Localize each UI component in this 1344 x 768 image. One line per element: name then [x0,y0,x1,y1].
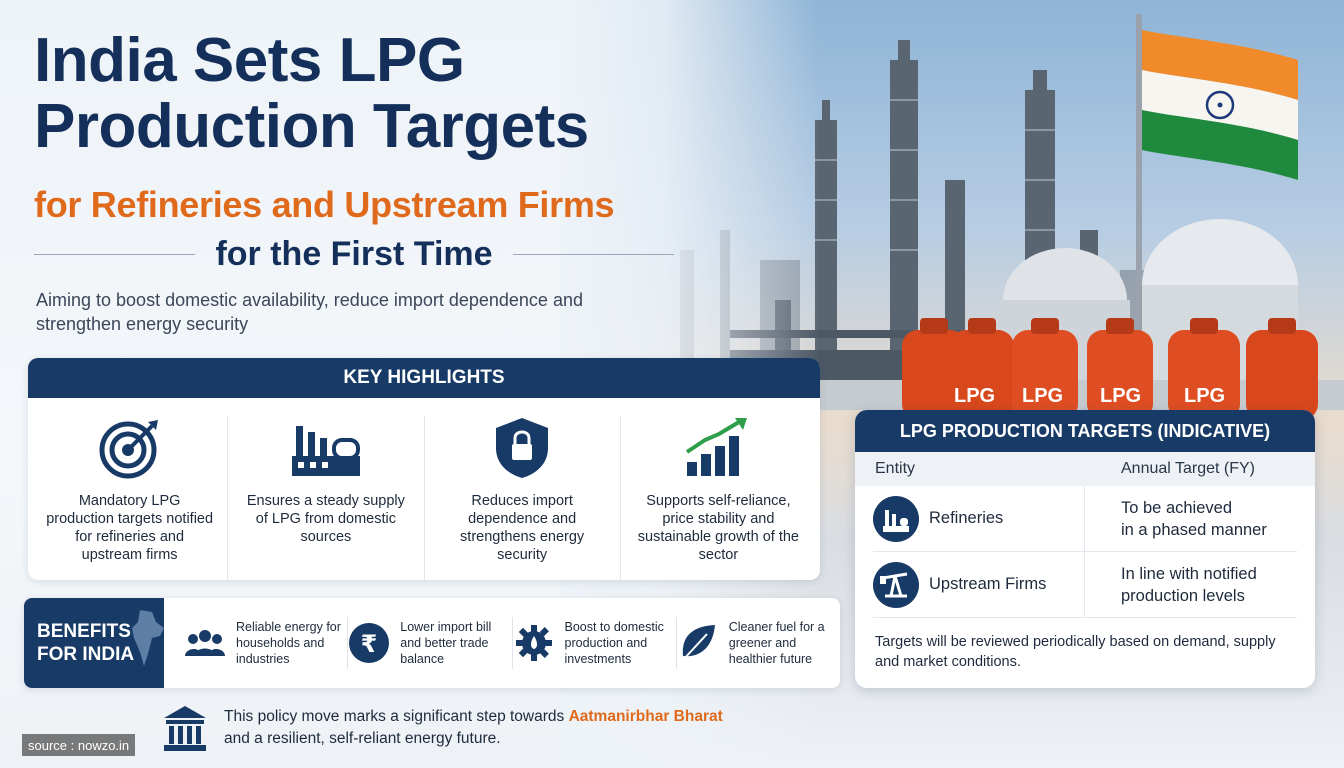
highlight-item: Mandatory LPG production targets notifie… [32,416,229,580]
benefit-item: ₹ Lower import bill and better trade bal… [348,617,513,669]
table-row: Refineries To be achieved in a phased ma… [873,486,1297,552]
footer-text-part: and a resilient, self-reliant energy fut… [224,730,501,747]
tagline: Aiming to boost domestic availability, r… [36,290,583,334]
source-credit: source : nowzo.in [22,734,136,756]
entity-name: Upstream Firms [929,575,1047,593]
benefits-heading-line: FOR INDIA [37,644,135,665]
key-highlights-heading: KEY HIGHLIGHTS [28,358,820,398]
title-line-2: Production Targets [34,92,589,161]
target-value: In line with notified production levels [1085,563,1285,607]
highlight-item: Ensures a steady supply of LPG from dome… [228,416,425,580]
refinery-icon [873,495,919,542]
page-subtitle: for Refineries and Upstream Firms [34,184,615,225]
key-highlights-panel: KEY HIGHLIGHTS Mandatory LPG production … [28,358,820,580]
oil-pump-icon [873,561,919,608]
benefit-item: Boost to domestic production and investm… [513,617,677,669]
highlight-text: Supports self-reliance, price stability … [637,493,799,563]
divider-line [512,253,674,255]
flagpole [1136,14,1142,344]
column-header-target: Annual Target (FY) [1121,460,1255,477]
highlight-item: Supports self-reliance, price stability … [621,416,816,580]
rupee-icon: ₹ [349,623,390,663]
title-line-1: India Sets LPG [34,26,465,95]
target-line: In line with notified [1121,564,1257,583]
cylinder-label: LPG [1184,385,1225,407]
target-line: production levels [1121,586,1245,605]
highlight-text: Reduces import dependence and strengthen… [460,493,585,563]
divider-line [34,253,196,255]
india-map-icon [132,610,164,666]
svg-text:₹: ₹ [361,630,378,658]
target-value: To be achieved in a phased manner [1085,497,1285,541]
india-flag-icon [1142,30,1298,180]
table-row: Upstream Firms In line with notified pro… [873,552,1297,618]
highlight-text: Mandatory LPG production targets notifie… [46,493,214,563]
benefit-item: Cleaner fuel for a greener and healthier… [677,617,840,669]
column-header-entity: Entity [875,460,916,477]
people-icon [185,630,225,656]
benefit-text: Cleaner fuel for a greener and healthier… [728,620,825,666]
benefit-item: Reliable energy for households and indus… [184,617,349,669]
target-line: To be achieved [1121,498,1232,517]
highlight-item: Reduces import dependence and strengthen… [425,416,621,580]
gear-icon [515,625,552,661]
government-building-icon [164,706,206,751]
benefits-heading: BENEFITS FOR INDIA [24,598,164,688]
footer-text: This policy move marks a significant ste… [224,706,723,750]
factory-icon [291,426,360,476]
highlight-text: Ensures a steady supply of LPG from dome… [246,493,405,545]
target-icon [99,420,158,479]
benefits-heading-line: BENEFITS [37,621,131,642]
targets-note: Targets will be reviewed periodically ba… [875,634,1276,670]
entity-name: Refineries [929,509,1004,527]
target-line: in a phased manner [1121,520,1267,539]
lpg-cylinders: LPG LPG LPG LPG [902,318,1318,420]
targets-panel: LPG PRODUCTION TARGETS (INDICATIVE) Enti… [855,410,1315,688]
page-title: India Sets LPG Production Targets [34,28,589,160]
footer-highlight: Aatmanirbhar Bharat [568,708,723,725]
footer-text-part: This policy move marks a significant ste… [224,708,569,725]
benefit-text: Boost to domestic production and investm… [564,620,664,666]
cylinder-label: LPG [954,385,995,407]
benefit-text: Lower import bill and better trade balan… [400,620,492,666]
benefit-text: Reliable energy for households and indus… [236,620,341,666]
shield-lock-icon [496,418,549,478]
leaf-icon [682,625,715,661]
cylinder-label: LPG [1100,385,1141,407]
first-time-text: for the First Time [215,234,493,273]
cylinder-label: LPG [1022,385,1063,407]
targets-column-header: Entity Annual Target (FY) [855,452,1315,486]
first-time-row: for the First Time [34,232,674,276]
growth-chart-icon [686,418,748,476]
targets-heading: LPG PRODUCTION TARGETS (INDICATIVE) [855,410,1315,452]
benefits-panel: BENEFITS FOR INDIA Reliable energy for h… [24,598,840,688]
footer: This policy move marks a significant ste… [162,704,723,752]
